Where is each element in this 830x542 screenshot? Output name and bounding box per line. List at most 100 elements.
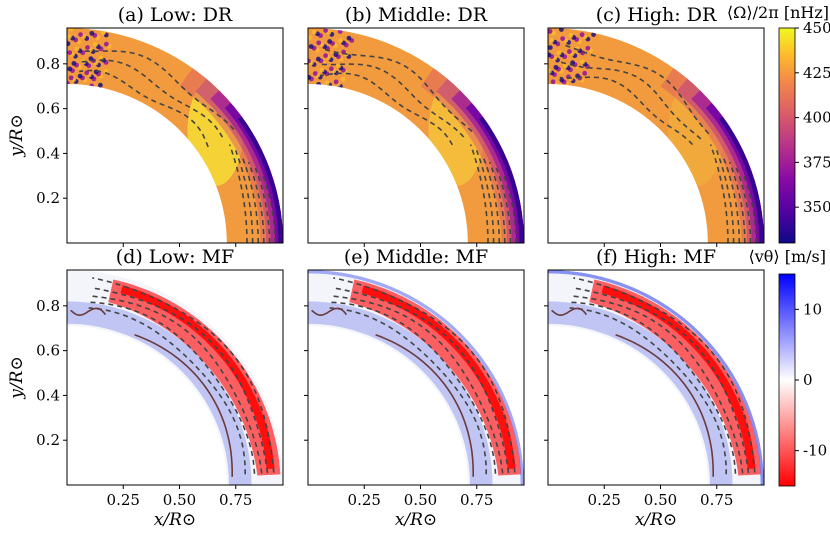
y-tick-label: 0.2 xyxy=(36,431,60,449)
panel-field-f xyxy=(548,270,764,485)
flow-contour-dashed xyxy=(90,286,269,474)
x-tick-label: 0.50 xyxy=(644,491,677,509)
omega-contour xyxy=(495,167,512,243)
colorbar-vtheta: 10 0 -10 ⟨vθ⟩ [m/s] xyxy=(749,247,827,487)
omega-contour xyxy=(79,59,224,138)
panel-title: (b) Middle: DR xyxy=(345,4,488,26)
panel-b: (b) Middle: DR xyxy=(304,4,525,247)
omega-contour xyxy=(254,167,271,243)
y-tick-label: 0.4 xyxy=(36,386,60,404)
colorbar-label: ⟨Ω⟩/2π [nHz] xyxy=(727,3,829,22)
flow-contour-solid xyxy=(134,334,233,477)
y-tick-label: 0.6 xyxy=(36,342,60,360)
panel-c: (c) High: DR xyxy=(544,4,765,247)
low-rotation-band xyxy=(478,115,524,243)
omega-contour xyxy=(559,76,694,146)
y-tick-label: 0.6 xyxy=(36,100,60,118)
omega-contour xyxy=(475,150,495,243)
panel-title: (d) Low: MF xyxy=(116,246,234,268)
omega-contour xyxy=(488,161,506,243)
flow-contour-dashed xyxy=(570,301,737,474)
negative-flow-core xyxy=(120,285,275,470)
colorbar-tick-label: 10 xyxy=(803,300,822,318)
colorbar-tick-label: 425 xyxy=(803,64,830,82)
positive-flow-band xyxy=(548,301,733,485)
negative-flow-core xyxy=(601,285,756,470)
panel-frame xyxy=(307,27,525,244)
panel-field-a xyxy=(67,28,283,243)
x-axis-label: x/R⊙ xyxy=(154,510,196,530)
x-axis-label: x/R⊙ xyxy=(635,510,677,530)
flow-contour-dashed xyxy=(330,301,497,474)
x-tick-label: 0.75 xyxy=(460,491,493,509)
panel-a: (a) Low: DR 0.2 0.4 0.6 0.8 y/R⊙ xyxy=(7,4,284,247)
omega-contour xyxy=(241,156,260,243)
low-rotation-band xyxy=(179,66,283,243)
negative-flow-core xyxy=(361,285,516,470)
panel-e: (e) Middle: MF 0.25 0.50 0.75 x/R⊙ xyxy=(304,246,525,530)
omega-contour xyxy=(319,72,453,146)
low-rotation-band xyxy=(420,66,524,243)
panel-frame xyxy=(66,269,284,486)
panel-frame xyxy=(547,269,765,486)
omega-contour xyxy=(561,43,710,135)
flow-contour-solid xyxy=(311,307,348,317)
omega-contour xyxy=(321,48,473,132)
colorbar-tick-label: -10 xyxy=(803,442,827,460)
colorbar-gradient xyxy=(778,27,796,244)
flow-contour-dashed xyxy=(89,301,256,474)
panel-field-d xyxy=(67,270,283,485)
omega-contour xyxy=(80,50,235,130)
panel-field-b xyxy=(308,28,524,243)
y-tick-label: 0.8 xyxy=(36,297,60,315)
x-tick-label: 0.75 xyxy=(700,491,733,509)
omega-contour xyxy=(320,63,465,138)
colorbar-tick-label: 375 xyxy=(803,153,830,171)
panel-d: (d) Low: MF 0.25 0.50 0.75 0.2 0.4 0.6 0.8 y/R⊙ x… xyxy=(7,246,284,530)
x-tick-label: 0.25 xyxy=(107,491,140,509)
panel-frame xyxy=(307,269,525,486)
panel-frame xyxy=(547,27,765,244)
panel-field-e xyxy=(308,270,524,485)
omega-contour xyxy=(735,167,752,243)
low-rotation-band xyxy=(237,115,283,243)
flow-contour-dashed xyxy=(333,277,516,473)
colorbar-tick-label: 450 xyxy=(803,19,830,37)
colorbar-label: ⟨vθ⟩ [m/s] xyxy=(749,247,827,266)
positive-flow-band xyxy=(308,301,493,485)
y-tick-label: 0.4 xyxy=(36,144,60,162)
colorbar-gradient xyxy=(778,273,796,487)
low-rotation-band xyxy=(195,77,283,243)
panel-title: (a) Low: DR xyxy=(118,4,233,26)
low-rotation-band xyxy=(436,77,524,243)
flow-contour-solid xyxy=(375,334,475,477)
omega-contour xyxy=(560,61,702,140)
omega-contour xyxy=(502,173,517,243)
omega-contour xyxy=(247,161,265,243)
y-tick-label: 0.2 xyxy=(36,189,60,207)
positive-flow-band xyxy=(67,301,252,485)
flow-contour-solid xyxy=(70,307,107,317)
x-tick-label: 0.25 xyxy=(588,491,621,509)
panel-field-c xyxy=(548,28,764,243)
omega-contour xyxy=(228,144,248,243)
omega-contour xyxy=(728,161,746,243)
omega-contour xyxy=(234,150,254,243)
colorbar-tick-label: 400 xyxy=(803,109,830,127)
omega-contour xyxy=(469,144,489,243)
flow-contour-solid xyxy=(551,307,588,317)
colorbar-omega: 350 375 400 425 450⟨Ω⟩/2π [nHz] xyxy=(727,3,830,244)
x-tick-label: 0.50 xyxy=(163,491,196,509)
colorbar-tick-label: 0 xyxy=(803,371,813,389)
omega-contour xyxy=(715,150,735,243)
flow-contour-solid xyxy=(615,334,715,477)
panel-frame xyxy=(66,27,284,244)
y-tick-label: 0.8 xyxy=(36,55,60,73)
x-tick-label: 0.50 xyxy=(404,491,437,509)
omega-contour xyxy=(722,156,741,243)
colorbar-tick-label: 350 xyxy=(803,198,830,216)
y-axis-label: y/R⊙ xyxy=(7,356,27,399)
negative-flow-band xyxy=(108,279,281,476)
panel-title: (f) High: MF xyxy=(596,246,716,268)
